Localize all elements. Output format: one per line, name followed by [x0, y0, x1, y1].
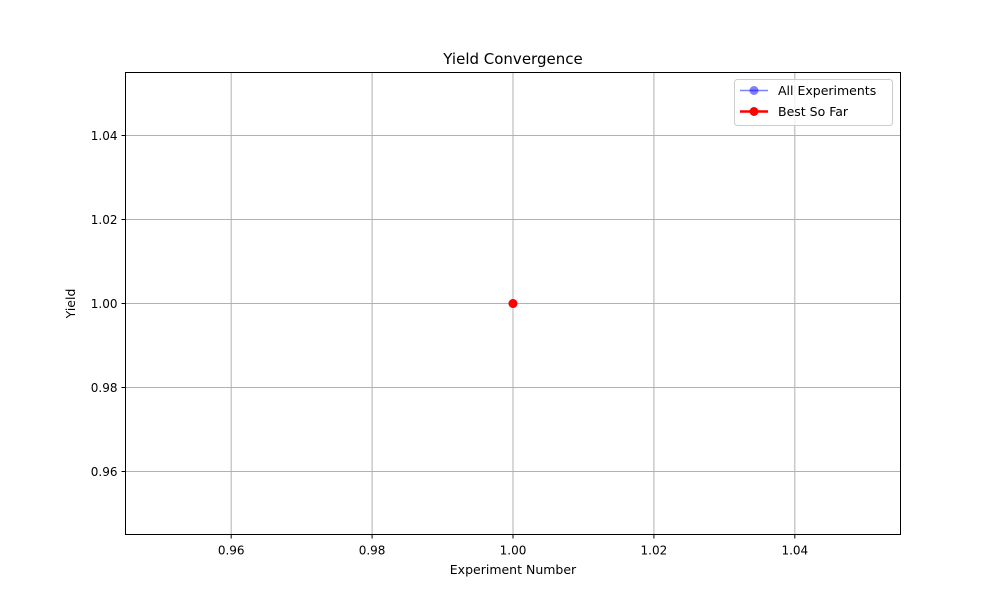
x-axis-label: Experiment Number [450, 562, 577, 577]
legend-marker-best-so-far [749, 107, 759, 116]
x-tick-label: 1.00 [500, 544, 527, 558]
x-tick-label: 1.04 [781, 544, 808, 558]
legend-label-best-so-far: Best So Far [778, 104, 849, 119]
chart-title: Yield Convergence [442, 50, 582, 68]
legend-marker-all-experiments [749, 86, 759, 95]
legend-label-all-experiments: All Experiments [778, 83, 876, 98]
legend-box [734, 79, 893, 126]
x-tick-label: 0.96 [218, 544, 245, 558]
y-tick-label: 0.96 [91, 465, 118, 479]
plot-frame [125, 72, 901, 535]
y-axis-label: Yield [63, 289, 78, 320]
y-tick-label: 0.98 [91, 381, 118, 395]
y-tick-label: 1.00 [91, 297, 118, 311]
y-tick-label: 1.02 [91, 213, 118, 227]
x-tick-label: 0.98 [359, 544, 386, 558]
series [508, 299, 518, 308]
legend: All Experiments Best So Far [734, 79, 893, 126]
ticks: 0.96 0.98 1.00 1.02 1.04 0.96 0.98 1.00 1.02 1.04 [91, 129, 808, 558]
y-tick-label: 1.04 [91, 129, 118, 143]
x-tick-label: 1.02 [641, 544, 668, 558]
data-point-best-so-far [508, 299, 518, 308]
